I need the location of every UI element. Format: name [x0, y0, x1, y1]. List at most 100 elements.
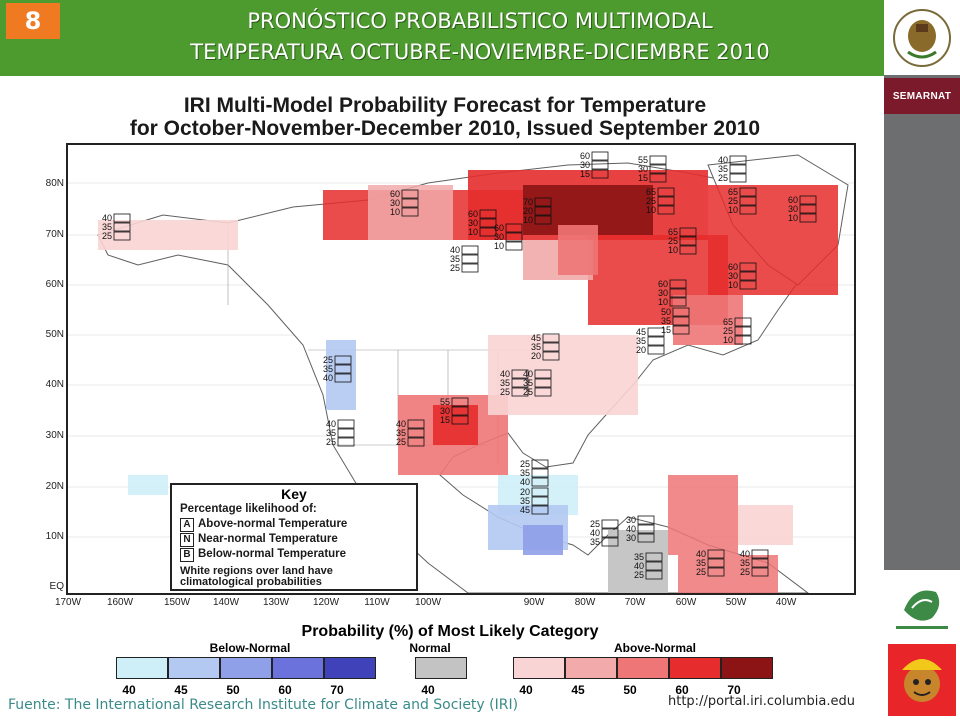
- forecast-box-frame: [401, 207, 419, 217]
- forecast-box-frame: [401, 198, 419, 208]
- legend-swatch-below-60: [272, 657, 324, 679]
- forecast-box-value: 40: [326, 419, 336, 429]
- forecast-box-frame: [511, 387, 529, 397]
- forecast-box-value: 35: [696, 558, 706, 568]
- legend-value-below-50: 50: [226, 683, 240, 697]
- forecast-box-value: 15: [638, 173, 648, 183]
- forecast-box-value: 25: [500, 387, 510, 397]
- forecast-box-value: 70: [523, 197, 533, 207]
- lon-label-60w: 60W: [675, 597, 697, 608]
- forecast-box-frame: [729, 164, 747, 174]
- forecast-box-value: 30: [638, 164, 648, 174]
- legend-title: Probability (%) of Most Likely Category: [301, 623, 599, 640]
- forecast-box-frame: [505, 223, 523, 233]
- legend-value-normal-40: 40: [421, 683, 435, 697]
- lon-label-130w: 130W: [262, 597, 290, 608]
- header-bar: 8 PRONÓSTICO PROBABILISTICO MULTIMODAL T…: [0, 0, 884, 76]
- legend-value-below-40: 40: [122, 683, 136, 697]
- lon-label-100w: 100W: [414, 597, 442, 608]
- forecast-box-value: 40: [520, 477, 530, 487]
- source-url[interactable]: http://portal.iri.columbia.edu: [668, 694, 855, 709]
- forecast-box-frame: [511, 369, 529, 379]
- legend-value-below-70: 70: [330, 683, 344, 697]
- forecast-box-value: 10: [728, 280, 738, 290]
- key-letter-n: N: [180, 533, 194, 547]
- forecast-box-frame: [401, 189, 419, 199]
- legend-value-below-60: 60: [278, 683, 292, 697]
- forecast-box-frame: [739, 187, 757, 197]
- forecast-box-frame: [451, 406, 469, 416]
- forecast-box-frame: [334, 355, 352, 365]
- forecast-box-frame: [334, 373, 352, 383]
- key-item-near: N Near-normal Temperature: [180, 533, 338, 547]
- forecast-box-frame: [647, 336, 665, 346]
- above-normal-shading: [98, 170, 838, 593]
- forecast-box-frame: [679, 236, 697, 246]
- lon-label-160w: 160W: [106, 597, 134, 608]
- forecast-box-frame: [679, 227, 697, 237]
- forecast-box-frame: [591, 151, 609, 161]
- forecast-box-frame: [337, 437, 355, 447]
- forecast-box-value: 35: [661, 316, 671, 326]
- forecast-box-value: 35: [326, 428, 336, 438]
- forecast-box-frame: [657, 205, 675, 215]
- forecast-box-value: 20: [531, 351, 541, 361]
- forecast-box-value: 60: [390, 189, 400, 199]
- forecast-box-value: 40: [590, 528, 600, 538]
- forecast-box-value: 30: [728, 271, 738, 281]
- forecast-box-frame: [534, 215, 552, 225]
- forecast-box-value: 60: [658, 279, 668, 289]
- forecast-box-frame: [645, 561, 663, 571]
- forecast-box-value: 45: [520, 505, 530, 515]
- forecast-box-value: 35: [500, 378, 510, 388]
- forecast-box-frame: [534, 387, 552, 397]
- forecast-box-value: 25: [590, 519, 600, 529]
- forecast-box-frame: [679, 245, 697, 255]
- forecast-box-value: 65: [646, 187, 656, 197]
- key-item-above: A Above-normal Temperature: [180, 518, 347, 532]
- forecast-box-value: 40: [696, 549, 706, 559]
- forecast-box-value: 35: [520, 468, 530, 478]
- forecast-box-frame: [461, 245, 479, 255]
- forecast-box-frame: [113, 231, 131, 241]
- forecast-box-frame: [751, 558, 769, 568]
- forecast-box-frame: [645, 570, 663, 580]
- forecast-box-frame: [729, 155, 747, 165]
- forecast-box-value: 35: [523, 378, 533, 388]
- map-key: Key Percentage likelihood of: A Above-nor…: [170, 483, 418, 591]
- lat-label-60n: 60N: [45, 279, 64, 290]
- forecast-box-frame: [542, 351, 560, 361]
- forecast-box-frame: [334, 364, 352, 374]
- forecast-box-value: 35: [323, 364, 333, 374]
- forecast-box-frame: [734, 335, 752, 345]
- lat-label-10n: 10N: [45, 531, 64, 542]
- forecast-box-frame: [647, 345, 665, 355]
- forecast-box-frame: [669, 288, 687, 298]
- lon-label-150w: 150W: [163, 597, 191, 608]
- forecast-box-frame: [649, 155, 667, 165]
- forecast-box-value: 65: [668, 227, 678, 237]
- forecast-box-value: 40: [523, 369, 533, 379]
- forecast-box-frame: [591, 169, 609, 179]
- key-note-line2: climatological probabilities: [180, 576, 322, 588]
- forecast-box-value: 25: [728, 196, 738, 206]
- forecast-box-frame: [672, 325, 690, 335]
- forecast-box-value: 30: [626, 515, 636, 525]
- forecast-box-frame: [601, 528, 619, 538]
- forecast-box-value: 60: [468, 209, 478, 219]
- forecast-box-frame: [669, 297, 687, 307]
- lat-label-70n: 70N: [45, 229, 64, 240]
- forecast-box-frame: [649, 173, 667, 183]
- lat-label-20n: 20N: [45, 481, 64, 492]
- forecast-box-frame: [113, 213, 131, 223]
